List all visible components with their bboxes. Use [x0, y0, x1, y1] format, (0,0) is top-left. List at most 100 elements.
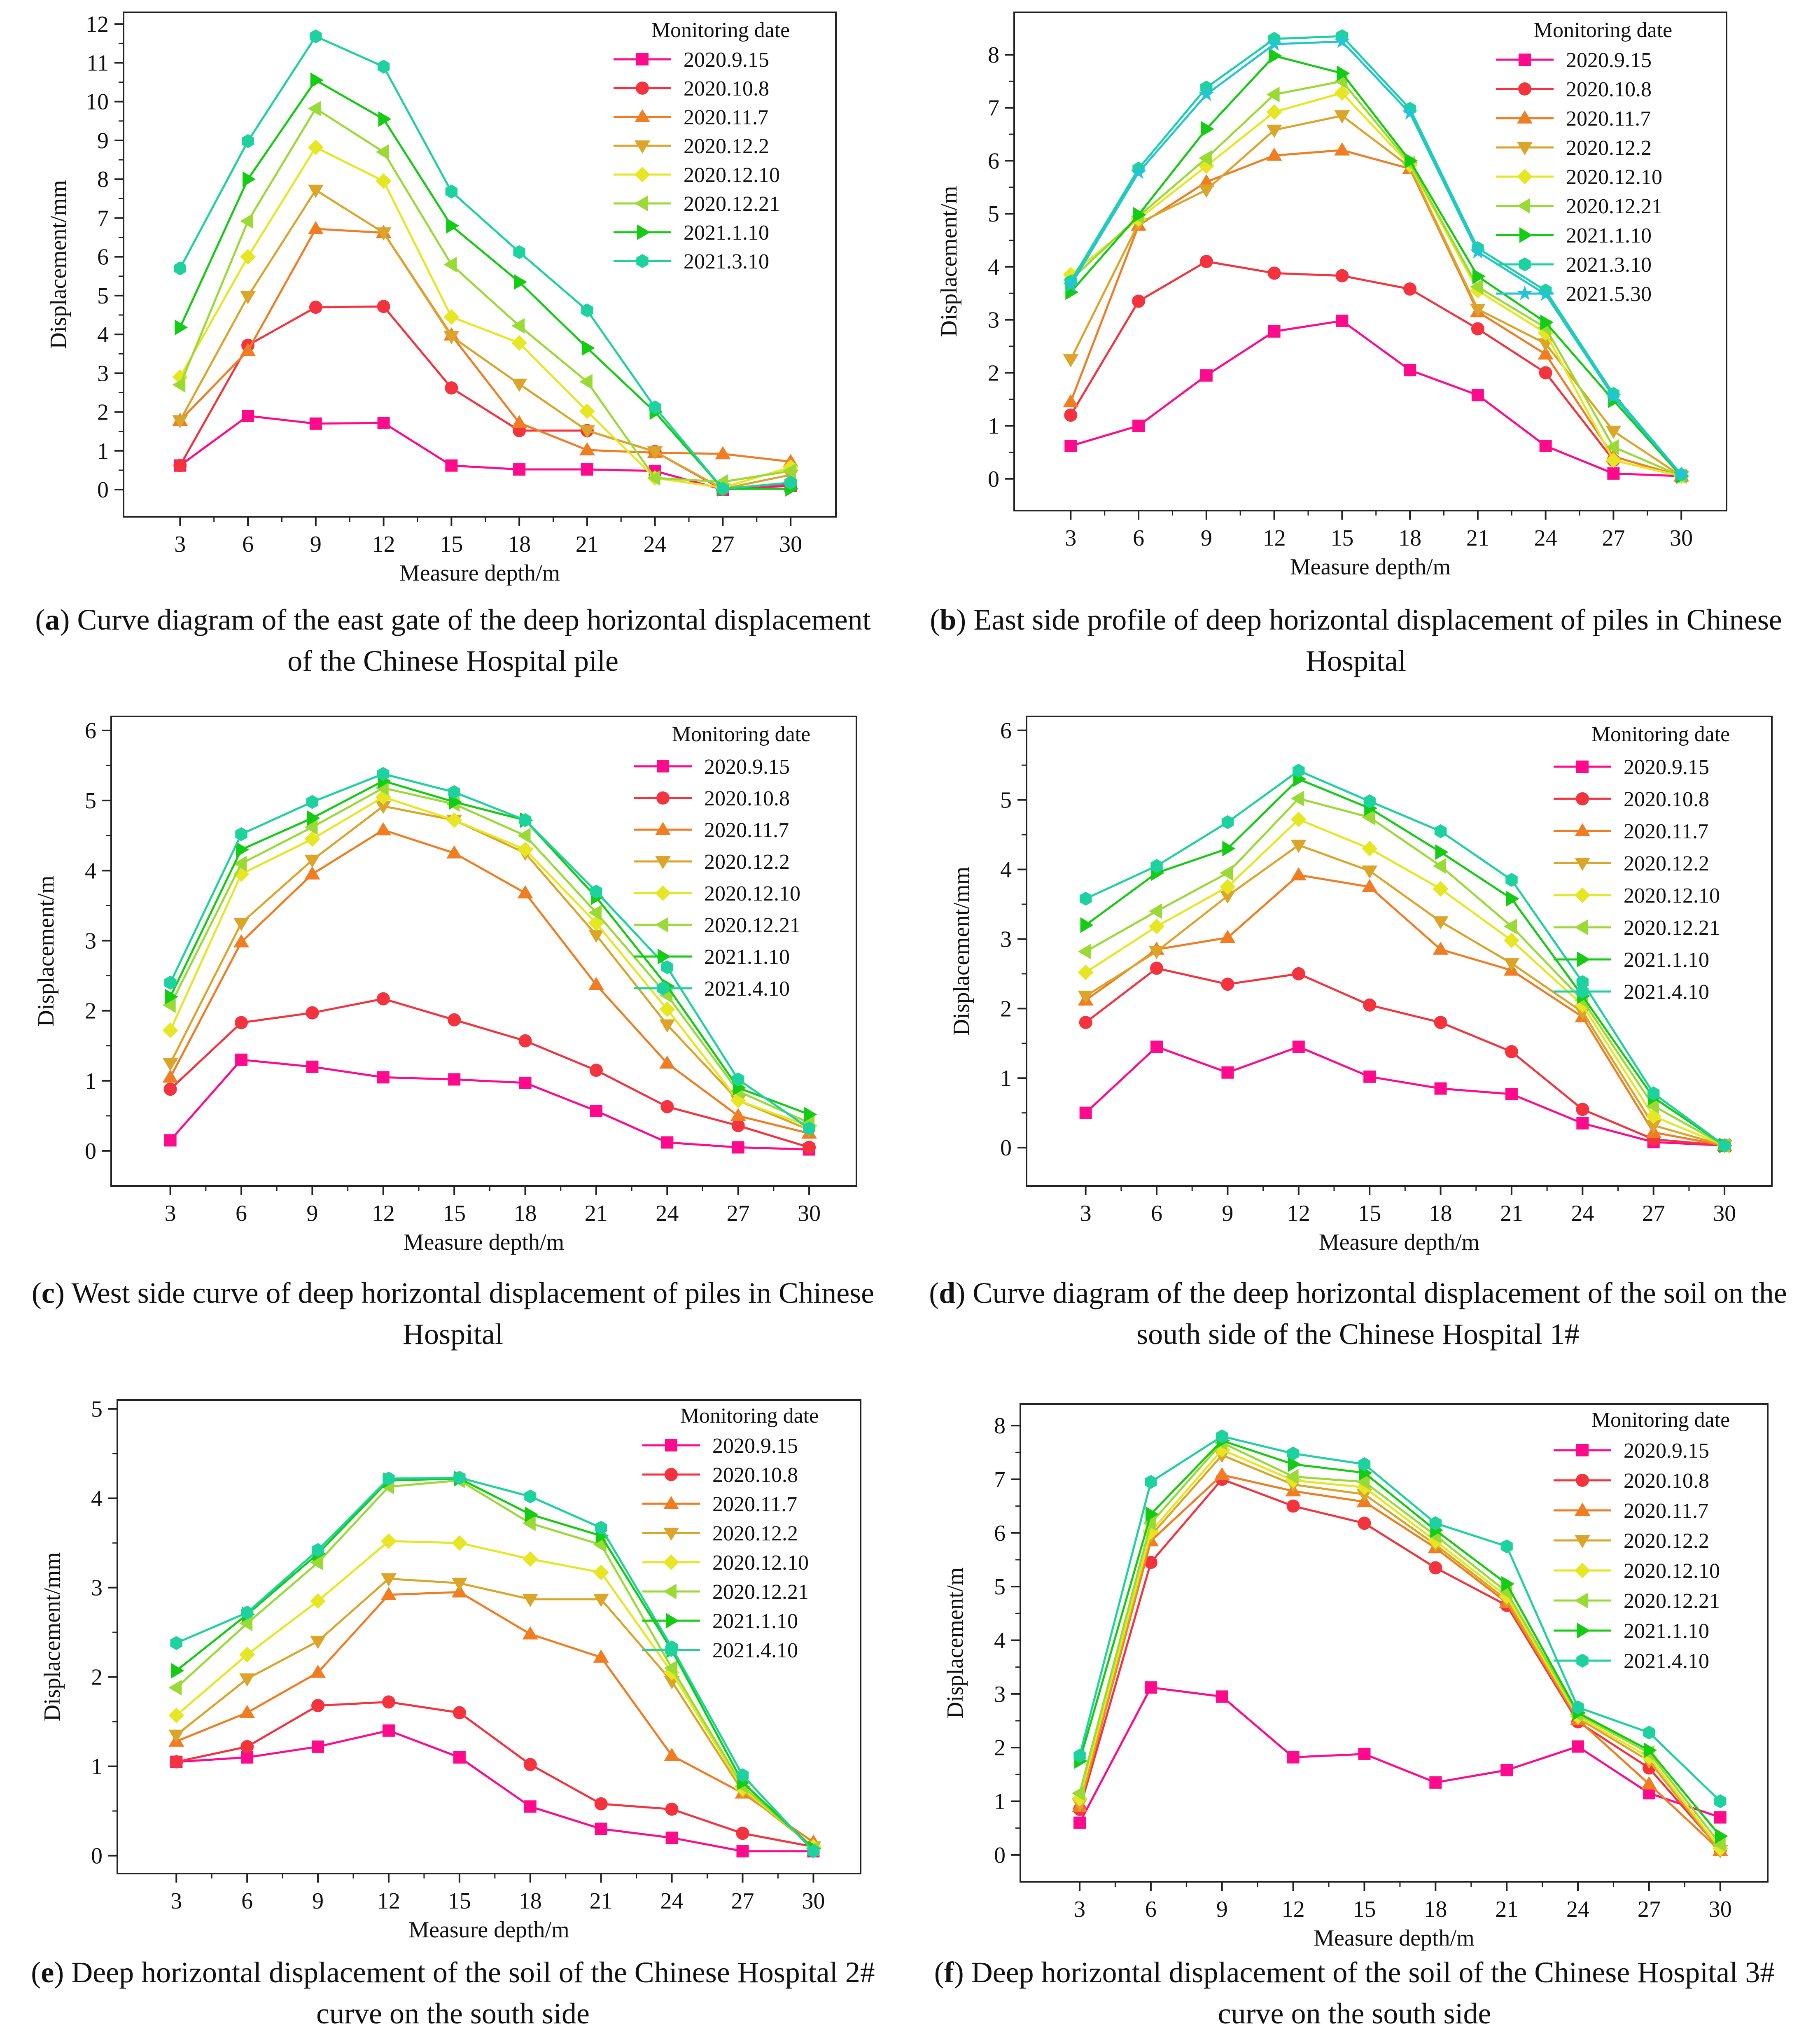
legend-entry-b: 2020.12.21 [1496, 195, 1662, 218]
legend-marker [666, 1613, 679, 1629]
data-point [590, 1104, 602, 1117]
y-tick-label-f: 8 [994, 1413, 1006, 1439]
legend-label: 2020.9.15 [712, 1434, 798, 1458]
legend-label: 2021.4.10 [1624, 1650, 1709, 1673]
x-tick-label-c: 12 [372, 1201, 395, 1226]
legend-marker [1576, 1474, 1589, 1487]
y-tick-label-e: 0 [91, 1843, 103, 1869]
data-point [1292, 1041, 1305, 1053]
legend-label: 2021.1.10 [704, 945, 790, 969]
series-line [169, 828, 810, 1134]
legend-label: 2020.12.2 [1624, 1529, 1709, 1553]
data-point [1470, 303, 1486, 317]
y-tick-label-a: 6 [97, 245, 109, 270]
data-point [312, 1740, 324, 1753]
data-point [517, 885, 533, 898]
y-tick-label-d: 3 [1000, 926, 1012, 952]
data-point [1471, 322, 1484, 336]
data-point [377, 767, 390, 781]
series-e-2021.4.10 [170, 1470, 820, 1858]
data-point [446, 845, 462, 859]
data-point [448, 785, 460, 799]
series-line [1070, 320, 1682, 477]
data-point [1290, 867, 1307, 881]
legend-entry-e: 2020.10.8 [642, 1463, 798, 1487]
x-tick-label-e: 6 [241, 1888, 253, 1914]
data-point [1334, 33, 1350, 48]
y-tick-label-f: 3 [994, 1682, 1006, 1707]
data-point [1505, 873, 1518, 887]
legend-label: 2021.3.10 [1566, 253, 1652, 277]
legend-marker [636, 82, 649, 95]
caption-a: (a) Curve diagram of the east gate of th… [35, 603, 871, 677]
data-point [522, 1626, 538, 1640]
legend-label: 2021.1.10 [684, 221, 769, 245]
data-point [1714, 1794, 1727, 1808]
legend-marker [663, 1554, 679, 1570]
legend-label: 2020.12.21 [704, 914, 800, 937]
data-point [1429, 1516, 1442, 1531]
data-point [1288, 1456, 1301, 1472]
data-point [377, 300, 390, 313]
data-point [511, 378, 527, 392]
data-point [1404, 364, 1416, 376]
y-tick-label-b: 4 [988, 254, 999, 280]
data-point [1434, 1016, 1447, 1029]
legend-marker [665, 1439, 677, 1451]
legend-marker [1575, 1563, 1590, 1578]
legend-entry-b: 2020.11.7 [1496, 107, 1651, 131]
series-line [175, 1479, 814, 1850]
data-point [716, 482, 729, 496]
series-line [1069, 149, 1682, 477]
data-point [1199, 255, 1213, 268]
series-line [1078, 1435, 1721, 1802]
x-tick-label-e: 12 [377, 1888, 400, 1914]
legend-entry-f: 2020.12.10 [1554, 1559, 1720, 1583]
data-point [310, 1664, 326, 1678]
x-tick-label-d: 30 [1713, 1201, 1736, 1226]
data-point [445, 184, 458, 199]
legend-entry-a: 2020.12.2 [614, 135, 769, 158]
data-point [513, 463, 526, 476]
data-point [304, 854, 320, 868]
legend-entry-b: 2020.9.15 [1496, 49, 1652, 72]
data-point [377, 416, 390, 429]
series-line [1070, 80, 1682, 477]
data-point [514, 274, 527, 290]
series-line [1070, 260, 1682, 477]
data-point [1290, 791, 1304, 807]
data-point [446, 218, 460, 234]
legend-marker [637, 224, 650, 240]
data-point [1063, 354, 1079, 368]
y-tick-label-b: 3 [988, 308, 999, 333]
y-tick-label-b: 1 [988, 413, 999, 439]
data-point [660, 1100, 674, 1113]
data-point [1078, 964, 1094, 980]
data-point [164, 975, 177, 990]
x-tick-label-c: 24 [656, 1201, 679, 1226]
data-point [1336, 315, 1349, 327]
data-point [1079, 1106, 1092, 1119]
data-point [1292, 967, 1305, 980]
legend-marker [635, 140, 650, 154]
data-point [589, 1064, 603, 1077]
data-point [375, 800, 391, 814]
x-tick-label-d: 15 [1358, 1201, 1381, 1226]
plot-frame-d [1026, 716, 1773, 1187]
legend-marker [1575, 919, 1588, 935]
legend-label: 2020.12.10 [704, 882, 800, 905]
data-point [1501, 1576, 1515, 1592]
legend-marker [1575, 887, 1590, 903]
x-axis-label-d: Measure depth/m [1319, 1230, 1479, 1255]
data-point [236, 842, 250, 858]
series-line [1078, 1441, 1721, 1845]
series-line [169, 786, 810, 1124]
legend-marker [665, 1468, 678, 1481]
legend-label: 2020.9.15 [704, 755, 790, 779]
x-tick-label-f: 9 [1216, 1897, 1228, 1922]
caption-b: (b) East side profile of deep horizontal… [930, 603, 1782, 677]
legend-entry-e: 2021.4.10 [642, 1639, 798, 1662]
x-tick-label-a: 12 [372, 532, 395, 557]
x-tick-label-e: 24 [660, 1888, 684, 1914]
